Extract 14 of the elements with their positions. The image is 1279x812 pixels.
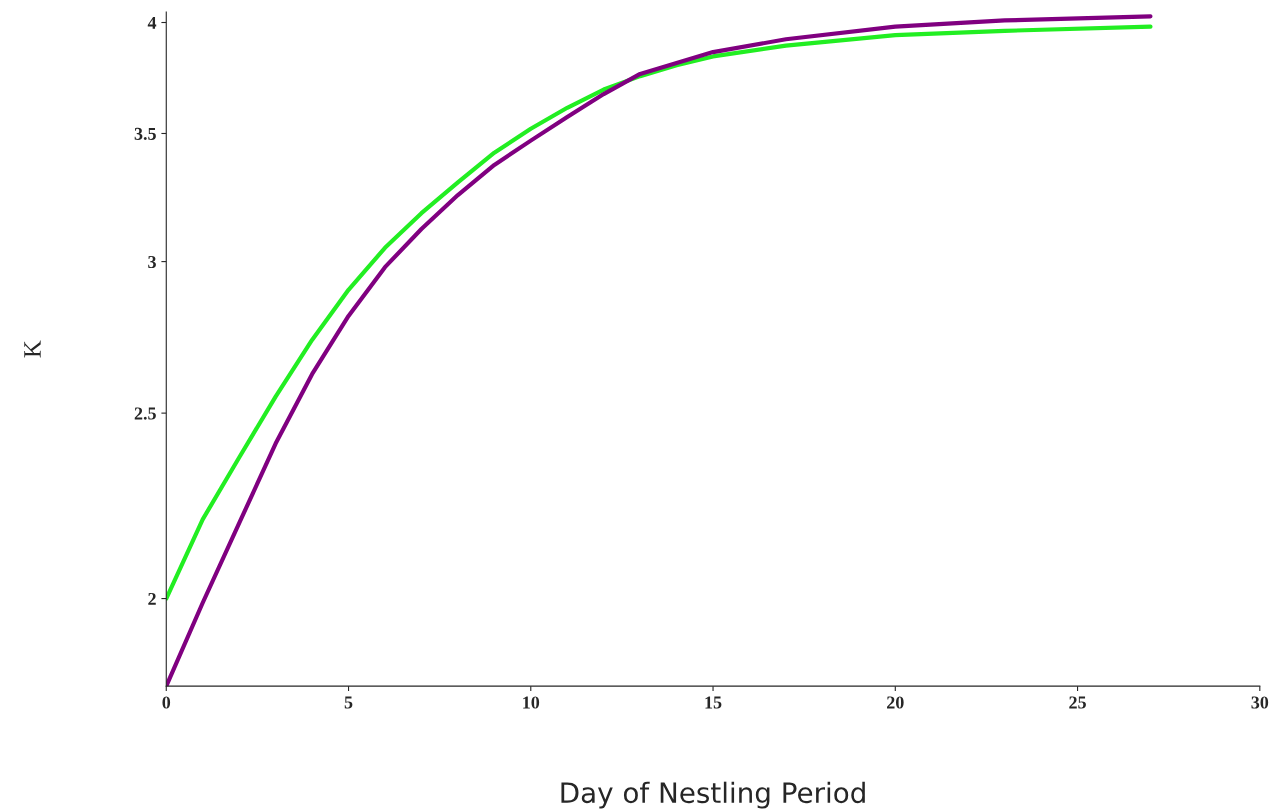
y-tick-label: 3 [148,255,156,269]
y-tick-label: 2 [148,592,156,605]
y-tick-label: 2.5 [134,407,156,420]
y-tick-label: 4 [147,16,157,29]
x-tick-label: 30 [1251,696,1269,709]
x-tick-label: 5 [344,696,353,709]
y-axis-title: K [24,340,41,358]
x-tick-label: 15 [705,696,722,709]
x-axis-title: Day of Nestling Period [561,781,865,809]
x-tick-label: 0 [162,696,171,709]
x-tick-label: 10 [523,696,540,709]
x-tick-label: 20 [887,696,904,709]
y-tick-label: 3.5 [134,127,156,140]
x-tick-label: 25 [1069,696,1086,709]
